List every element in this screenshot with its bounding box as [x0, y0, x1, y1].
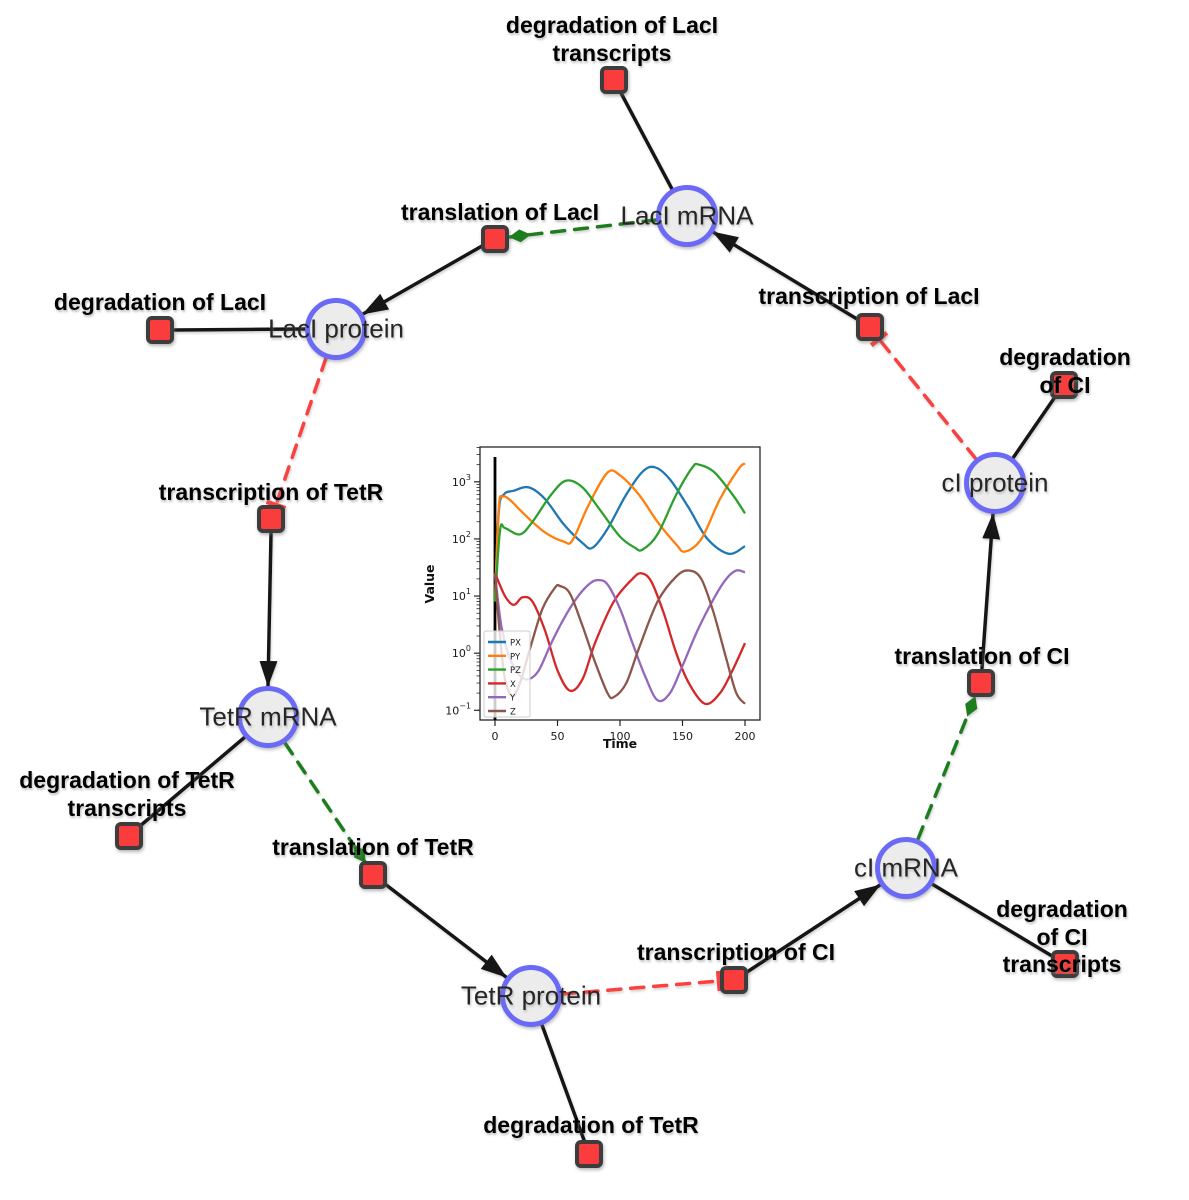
chart-series-PX — [493, 465, 746, 602]
reaction-node-degradation-tetr — [575, 1140, 603, 1168]
chart-legend-label: PY — [510, 652, 521, 662]
reaction-node-degradation-laci-transcripts — [600, 66, 628, 94]
chart-y-tick-label: 10−1 — [445, 701, 471, 717]
reaction-label-degradation-ci: degradation of CI — [999, 344, 1131, 398]
reaction-label-degradation-ci-transcripts: degradation of CI transcripts — [996, 896, 1128, 978]
species-node-tetr-mrna — [237, 686, 299, 748]
species-label-laci-mrna: LacI mRNA — [620, 200, 754, 231]
chart-series-X — [493, 572, 747, 706]
reaction-label-translation-tetr: translation of TetR — [272, 834, 474, 860]
edge-translation-laci-to-laci-protein — [361, 244, 484, 316]
species-node-ci-mrna — [875, 837, 937, 899]
chart-legend-label: Z — [510, 708, 516, 718]
edge-ci-mrna-to-degradation-transcripts — [930, 882, 1054, 958]
chart-x-tick-label: 150 — [672, 730, 693, 743]
reaction-label-degradation-laci-transcripts: degradation of LacI transcripts — [505, 12, 719, 66]
reaction-node-translation-laci — [481, 225, 509, 253]
reaction-label-degradation-laci: degradation of LacI — [53, 289, 267, 315]
edge-tetr-mrna-to-degradation-transcripts — [138, 735, 247, 828]
chart-legend-label: PX — [510, 639, 521, 649]
species-label-ci-mrna: cI mRNA — [854, 852, 958, 883]
chart-y-tick-label: 100 — [452, 644, 471, 660]
chart-x-tick-label: 0 — [492, 730, 499, 743]
chart-y-tick-label: 103 — [452, 473, 471, 489]
chart-legend-label: Y — [509, 694, 516, 704]
edge-activation-laci-mrna-to-translation — [508, 218, 658, 243]
reaction-label-transcription-laci: transcription of LacI — [758, 283, 980, 309]
edge-transcription-laci-to-laci-mrna — [711, 230, 859, 321]
edge-transcription-ci-to-ci-mrna — [745, 883, 882, 974]
chart-series-Y — [493, 569, 746, 703]
edge-activation-ci-mrna-to-translation — [916, 695, 978, 841]
edge-inhibition-laci-protein-to-transcription-tetr — [265, 356, 328, 511]
chart-y-tick-label: 102 — [452, 530, 471, 546]
reaction-label-transcription-tetr: transcription of TetR — [158, 479, 384, 505]
species-node-ci-protein — [964, 452, 1026, 514]
edge-inhibition-ci-protein-to-transcription-laci — [869, 330, 978, 461]
species-node-tetr-protein — [500, 965, 562, 1027]
reaction-node-transcription-tetr — [257, 505, 285, 533]
chart-x-tick-label: 100 — [610, 730, 631, 743]
reaction-node-degradation-laci — [146, 316, 174, 344]
reaction-label-translation-ci: translation of CI — [894, 643, 1070, 669]
reaction-label-degradation-tetr-transcripts: degradation of TetR transcripts — [19, 767, 235, 821]
reaction-node-translation-ci — [967, 669, 995, 697]
chart-x-tick-label: 200 — [735, 730, 756, 743]
chart-canvas: Time Value 0 50 100 150 200 10−1 100 101 102 103 P… — [422, 446, 761, 751]
reaction-label-transcription-ci: transcription of CI — [636, 939, 836, 965]
species-label-laci-protein: LacI protein — [268, 313, 404, 344]
chart-x-axis-label: Time — [603, 736, 637, 751]
chart-series-Z — [493, 569, 746, 705]
chart-legend-label: X — [510, 680, 516, 690]
reaction-node-degradation-ci-transcripts — [1051, 950, 1079, 978]
chart-x-tick-label: 50 — [551, 730, 565, 743]
reaction-node-transcription-laci — [856, 313, 884, 341]
species-node-laci-protein — [305, 298, 367, 360]
species-node-laci-mrna — [656, 185, 718, 247]
reaction-label-translation-laci: translation of LacI — [400, 199, 600, 225]
chart-legend-label: PZ — [510, 666, 521, 676]
edge-translation-tetr-to-tetr-protein — [383, 882, 508, 979]
edge-translation-ci-to-ci-protein — [980, 512, 1001, 670]
reaction-label-degradation-tetr: degradation of TetR — [483, 1112, 699, 1138]
species-label-ci-protein: cI protein — [941, 467, 1049, 498]
chart-series-PZ — [493, 462, 746, 602]
edge-ci-protein-to-degradation — [1011, 395, 1057, 460]
edge-laci-mrna-to-degradation-transcripts — [619, 91, 674, 191]
chart-y-axis-label: Value — [422, 564, 437, 603]
edge-tetr-protein-to-degradation — [540, 1023, 586, 1142]
edge-laci-protein-to-degradation — [173, 327, 307, 332]
reaction-node-translation-tetr — [359, 861, 387, 889]
reaction-node-degradation-tetr-transcripts — [115, 822, 143, 850]
species-label-tetr-mrna: TetR mRNA — [199, 701, 337, 732]
edge-activation-tetr-mrna-to-translation — [283, 741, 367, 864]
species-label-tetr-protein: TetR protein — [460, 980, 602, 1011]
edge-transcription-tetr-to-tetr-mrna — [259, 532, 278, 688]
chart-series-PY — [493, 462, 746, 602]
edge-inhibition-tetr-protein-to-transcription-ci — [560, 970, 723, 996]
reaction-node-degradation-ci — [1050, 371, 1078, 399]
inset-time-series-chart: Time Value 0 50 100 150 200 10−1 100 101 102 103 P… — [420, 430, 770, 760]
chart-y-tick-label: 101 — [452, 587, 471, 603]
reaction-node-transcription-ci — [720, 966, 748, 994]
chart-legend: PX PY PZ XYZ — [483, 630, 531, 718]
